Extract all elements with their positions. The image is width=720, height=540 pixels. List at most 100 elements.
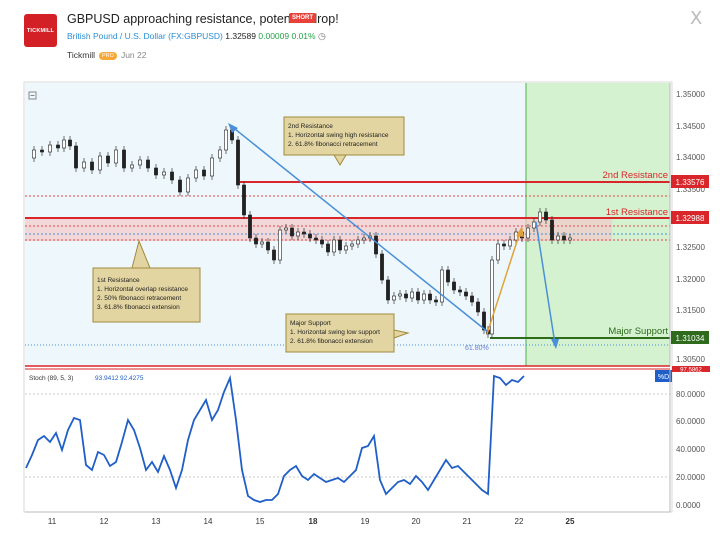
- close-icon[interactable]: X: [690, 8, 703, 29]
- candle-body: [470, 295, 474, 303]
- instrument-symbol[interactable]: (FX:GBPUSD): [168, 31, 223, 41]
- candle-body: [428, 293, 432, 301]
- price-tick: 1.32000: [676, 275, 705, 284]
- candle-body: [538, 211, 542, 223]
- tickmill-logo[interactable]: TICKMILL: [24, 14, 57, 47]
- candle-body: [82, 161, 86, 169]
- time-tick: 13: [152, 517, 161, 526]
- candle-body: [248, 214, 252, 239]
- candle-body: [254, 237, 258, 245]
- price-tick: 1.30500: [676, 355, 705, 364]
- candle-body: [344, 245, 348, 251]
- svg-text:1.31034: 1.31034: [676, 334, 705, 343]
- candle-body: [290, 227, 294, 237]
- time-tick: 25: [566, 517, 575, 526]
- candle-body: [562, 235, 566, 241]
- svg-text:3. 61.8% fibonacci extension: 3. 61.8% fibonacci extension: [97, 304, 180, 311]
- candle-body: [278, 229, 282, 261]
- candle-body: [326, 243, 330, 253]
- candle-body: [106, 155, 110, 164]
- candle-body: [178, 179, 182, 193]
- publish-date: Jun 22: [120, 50, 147, 60]
- candle-body: [404, 293, 408, 299]
- annotation-first-resistance[interactable]: 1st Resistance 1. Horizontal overlap res…: [92, 239, 201, 323]
- price-change: 0.00009: [258, 31, 290, 41]
- minus-square-icon[interactable]: [28, 91, 37, 100]
- svg-text:1.32988: 1.32988: [676, 214, 705, 223]
- projection-down-arrow[interactable]: [535, 221, 556, 345]
- candle-body: [162, 171, 166, 176]
- fib-618-label: 61.80%: [465, 345, 489, 352]
- candle-body: [350, 243, 354, 247]
- candle-body: [242, 184, 246, 216]
- candle-body: [260, 241, 264, 245]
- symbol-info: British Pound / U.S. Dollar (FX:GBPUSD) …: [67, 31, 326, 42]
- candle-body: [458, 289, 462, 293]
- major-support-label: Major Support: [608, 326, 668, 337]
- candle-body: [362, 237, 366, 241]
- resistance-zone: [25, 219, 612, 241]
- candle-body: [186, 177, 190, 193]
- candle-body: [434, 299, 438, 303]
- trend-arrow-head: [228, 123, 238, 133]
- time-tick: 18: [309, 517, 318, 526]
- pro-badge: PRO: [99, 52, 117, 60]
- svg-text:97.5862: 97.5862: [680, 368, 702, 374]
- candle-body: [502, 243, 506, 247]
- candle-body: [568, 237, 572, 241]
- first-resistance-price-tag: 1.32988: [671, 211, 709, 224]
- candle-body: [74, 145, 78, 169]
- candle-body: [90, 161, 94, 171]
- candle-body: [202, 169, 206, 177]
- stoch-tick: 20.0000: [676, 473, 705, 482]
- price-tick: 1.35000: [676, 90, 705, 99]
- stoch-k-value: 93.9412: [95, 375, 119, 382]
- candlestick-series: [32, 126, 572, 338]
- time-tick: 11: [48, 517, 57, 526]
- svg-text:2nd Resistance: 2nd Resistance: [288, 123, 333, 130]
- svg-text:1. Horizontal overlap resistan: 1. Horizontal overlap resistance: [97, 286, 188, 293]
- candle-body: [314, 237, 318, 241]
- candle-body: [146, 159, 150, 169]
- candle-body: [508, 239, 512, 247]
- time-tick: 21: [463, 517, 472, 526]
- candle-body: [392, 295, 396, 301]
- candle-body: [68, 139, 72, 147]
- candle-body: [296, 231, 300, 237]
- candle-body: [56, 144, 60, 149]
- candle-body: [48, 144, 52, 153]
- stoch-tick: 60.0000: [676, 417, 705, 426]
- candle-body: [526, 227, 530, 239]
- candle-body: [422, 293, 426, 301]
- svg-text:Major Support: Major Support: [290, 320, 331, 327]
- second-resistance-price-tag: 1.33576: [671, 175, 709, 188]
- second-resistance-label: 2nd Resistance: [603, 170, 668, 181]
- author-line: Tickmill PRO Jun 22: [67, 50, 146, 60]
- projection-up-arrow[interactable]: [486, 231, 521, 335]
- candle-body: [302, 231, 306, 235]
- candle-body: [440, 269, 444, 303]
- candle-body: [532, 221, 536, 229]
- candle-body: [544, 211, 548, 221]
- candle-body: [416, 291, 420, 301]
- candle-body: [446, 269, 450, 283]
- candle-body: [374, 235, 378, 255]
- short-badge: SHORT: [289, 13, 316, 23]
- candle-body: [380, 253, 384, 281]
- candle-body: [284, 227, 288, 231]
- annotation-second-resistance[interactable]: 2nd Resistance 1. Horizontal swing high …: [283, 116, 405, 166]
- candle-body: [482, 311, 486, 331]
- annotation-major-support[interactable]: Major Support 1. Horizontal swing low su…: [285, 313, 410, 353]
- candle-body: [386, 279, 390, 301]
- price-tick: 1.32500: [676, 243, 705, 252]
- candle-body: [170, 171, 174, 181]
- instrument-name[interactable]: British Pound / U.S. Dollar: [67, 31, 166, 41]
- trend-down-line[interactable]: [229, 124, 489, 333]
- time-tick: 14: [204, 517, 213, 526]
- svg-text:1. Horizontal swing low suppor: 1. Horizontal swing low support: [290, 329, 380, 336]
- candle-body: [490, 259, 494, 335]
- candle-body: [272, 249, 276, 261]
- candle-body: [154, 167, 158, 176]
- author-name[interactable]: Tickmill: [67, 50, 96, 60]
